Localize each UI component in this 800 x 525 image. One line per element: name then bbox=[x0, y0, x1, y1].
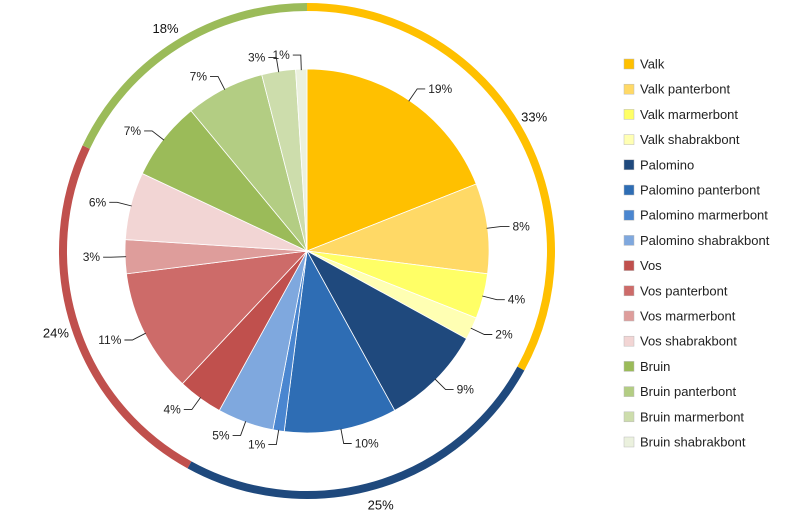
data-label-valk-marmerbont: 4% bbox=[508, 293, 526, 307]
legend-swatch-valk bbox=[623, 58, 635, 70]
data-label-bruin-marmerbont: 3% bbox=[248, 50, 266, 64]
legend-label-bruin: Bruin bbox=[640, 359, 670, 374]
legend-label-vos: Vos bbox=[640, 258, 662, 273]
leader-line-valk-panterbont bbox=[486, 225, 510, 229]
legend-label-palomino-panterbont: Palomino panterbont bbox=[640, 183, 760, 198]
legend-swatch-bruin-marmerbont bbox=[623, 411, 635, 423]
legend-label-palomino-marmerbont: Palomino marmerbont bbox=[640, 208, 768, 223]
slice-labels: 19% 8% 4% 2% 9% 10% 1% 5% 4% 11% 3% 6% 7% 7% 3% 1% bbox=[83, 48, 530, 452]
legend-swatch-palomino-marmerbont bbox=[623, 209, 635, 221]
legend: Valk Valk panterbont Valk marmerbont Valk s… bbox=[623, 57, 770, 450]
legend-label-bruin-shabrakbont: Bruin shabrakbont bbox=[640, 435, 746, 450]
legend-item-vos: Vos bbox=[623, 258, 662, 273]
leader-line-bruin-panterbont bbox=[210, 75, 226, 90]
legend-item-valk-marmerbont: Valk marmerbont bbox=[623, 107, 738, 122]
legend-item-vos-panterbont: Vos panterbont bbox=[623, 283, 728, 298]
data-label-valk-panterbont: 8% bbox=[513, 219, 531, 233]
group-label-bruin: 18% bbox=[152, 21, 178, 36]
data-label-vos-shabrakbont: 6% bbox=[89, 195, 107, 209]
data-label-vos-marmerbont: 3% bbox=[83, 250, 101, 264]
legend-swatch-valk-marmerbont bbox=[623, 109, 635, 120]
legend-swatch-vos-panterbont bbox=[623, 285, 635, 297]
legend-label-palomino: Palomino bbox=[640, 157, 694, 172]
data-label-bruin: 7% bbox=[124, 124, 142, 138]
data-label-valk: 19% bbox=[428, 82, 452, 96]
data-label-bruin-panterbont: 7% bbox=[190, 69, 208, 83]
data-label-palomino: 9% bbox=[457, 383, 475, 397]
legend-swatch-valk-shabrakbont bbox=[623, 134, 635, 145]
leader-line-vos bbox=[183, 397, 201, 411]
legend-item-bruin-shabrakbont: Bruin shabrakbont bbox=[623, 435, 746, 450]
data-label-vos-panterbont: 11% bbox=[98, 333, 121, 347]
leader-line-vos-marmerbont bbox=[103, 256, 127, 258]
legend-swatch-palomino-panterbont bbox=[623, 184, 635, 196]
leader-line-bruin-marmerbont bbox=[268, 56, 280, 73]
leader-line-valk bbox=[408, 88, 426, 102]
leader-line-vos-shabrakbont bbox=[109, 201, 132, 207]
leader-line-valk-marmerbont bbox=[482, 295, 505, 301]
legend-item-palomino-panterbont: Palomino panterbont bbox=[623, 183, 760, 198]
group-label-valk: 33% bbox=[521, 110, 547, 125]
legend-item-bruin-marmerbont: Bruin marmerbont bbox=[623, 409, 744, 424]
legend-item-palomino: Palomino bbox=[623, 157, 694, 172]
data-label-valk-shabrakbont: 2% bbox=[495, 328, 513, 342]
group-labels: 33% 25% 24% 18% bbox=[43, 21, 548, 512]
legend-label-bruin-panterbont: Bruin panterbont bbox=[640, 384, 737, 399]
legend-label-bruin-marmerbont: Bruin marmerbont bbox=[640, 409, 744, 424]
legend-label-palomino-shabrakbont: Palomino shabrakbont bbox=[640, 233, 770, 248]
data-label-palomino-shabrakbont: 5% bbox=[212, 428, 230, 442]
legend-swatch-bruin-shabrakbont bbox=[623, 436, 635, 448]
legend-swatch-palomino bbox=[623, 159, 635, 171]
legend-swatch-valk-panterbont bbox=[623, 83, 635, 95]
ring-segment-bruin bbox=[82, 3, 308, 149]
leader-line-palomino-panterbont bbox=[340, 428, 352, 444]
legend-item-palomino-marmerbont: Palomino marmerbont bbox=[623, 208, 768, 223]
legend-label-valk-marmerbont: Valk marmerbont bbox=[640, 107, 738, 122]
leader-line-palomino-marmerbont bbox=[268, 429, 280, 446]
legend-item-valk-panterbont: Valk panterbont bbox=[623, 82, 730, 97]
legend-item-vos-shabrakbont: Vos shabrakbont bbox=[623, 334, 737, 349]
ring-segment-palomino bbox=[187, 366, 525, 499]
legend-item-valk-shabrakbont: Valk shabrakbont bbox=[623, 132, 740, 147]
data-label-palomino-panterbont: 10% bbox=[355, 437, 379, 451]
leader-line-valk-shabrakbont bbox=[470, 327, 493, 335]
data-label-bruin-shabrakbont: 1% bbox=[272, 48, 290, 62]
legend-item-palomino-shabrakbont: Palomino shabrakbont bbox=[623, 233, 770, 248]
leader-line-bruin-shabrakbont bbox=[292, 54, 302, 71]
legend-swatch-bruin bbox=[623, 361, 635, 372]
data-label-vos: 4% bbox=[163, 403, 181, 417]
legend-swatch-palomino-shabrakbont bbox=[623, 235, 635, 246]
group-label-palomino: 25% bbox=[368, 498, 394, 513]
leader-line-vos-panterbont bbox=[124, 332, 146, 341]
legend-swatch-vos-marmerbont bbox=[623, 310, 635, 322]
legend-label-vos-shabrakbont: Vos shabrakbont bbox=[640, 334, 737, 349]
legend-swatch-vos bbox=[623, 260, 635, 271]
outer-ring bbox=[59, 3, 555, 499]
legend-label-valk-shabrakbont: Valk shabrakbont bbox=[640, 132, 740, 147]
legend-item-vos-marmerbont: Vos marmerbont bbox=[623, 309, 736, 324]
legend-swatch-bruin-panterbont bbox=[623, 386, 635, 397]
group-label-vos: 24% bbox=[43, 326, 69, 341]
legend-label-vos-panterbont: Vos panterbont bbox=[640, 283, 728, 298]
legend-swatch-vos-shabrakbont bbox=[623, 335, 635, 347]
leader-line-bruin bbox=[144, 130, 165, 141]
data-label-palomino-marmerbont: 1% bbox=[248, 438, 266, 452]
inner-pie bbox=[124, 68, 490, 434]
legend-item-bruin-panterbont: Bruin panterbont bbox=[623, 384, 737, 399]
legend-item-valk: Valk bbox=[623, 57, 665, 72]
ring-segment-vos bbox=[59, 145, 192, 469]
ring-segment-valk bbox=[306, 3, 555, 371]
leader-line-palomino-shabrakbont bbox=[232, 421, 247, 436]
legend-label-valk: Valk bbox=[640, 57, 665, 72]
legend-label-valk-panterbont: Valk panterbont bbox=[640, 82, 730, 97]
leader-line-palomino bbox=[434, 378, 454, 391]
legend-label-vos-marmerbont: Vos marmerbont bbox=[640, 309, 736, 324]
legend-item-bruin: Bruin bbox=[623, 359, 670, 374]
